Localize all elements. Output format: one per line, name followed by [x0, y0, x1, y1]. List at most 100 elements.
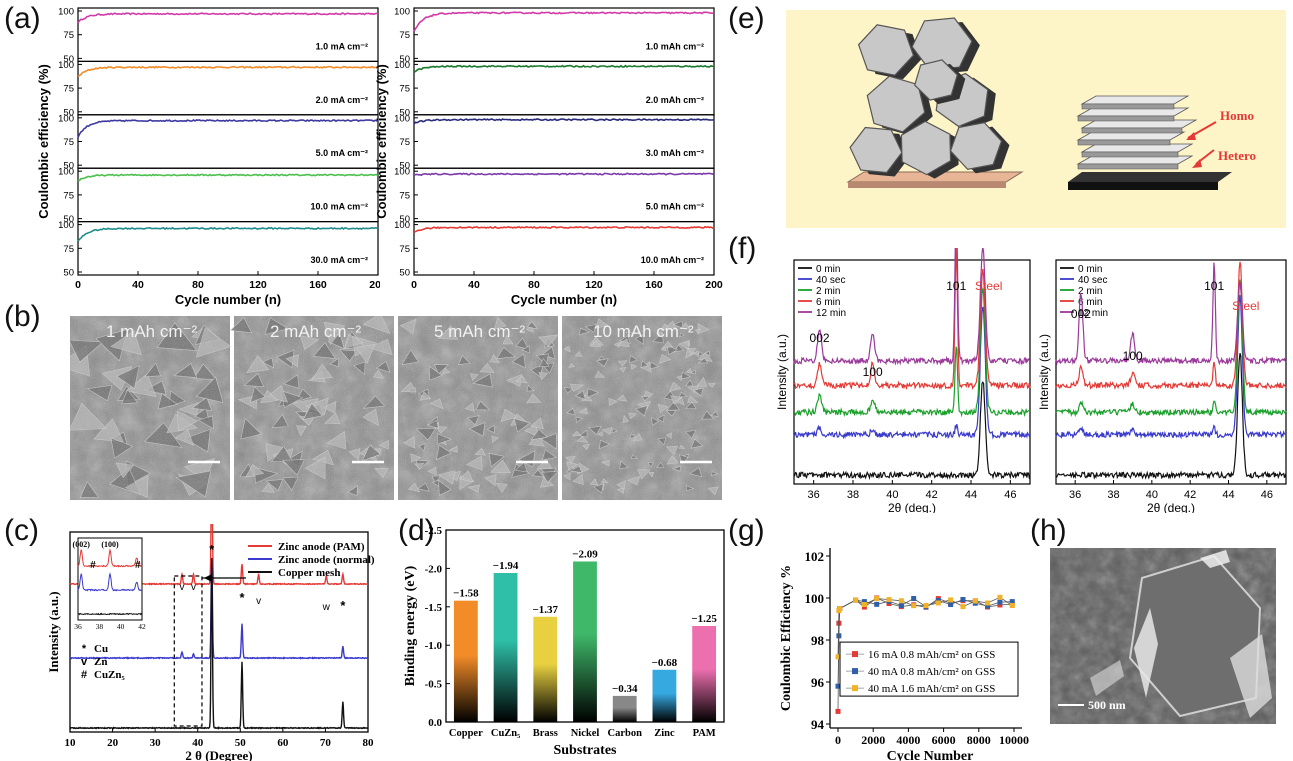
cu-marker: *: [340, 598, 346, 613]
x-axis-label: 2θ (deg.): [1147, 501, 1195, 513]
y-axis-label: Coulombic Efficiency %: [779, 565, 794, 711]
y-tick-label: 50: [399, 161, 410, 172]
ce-marker: [960, 604, 966, 610]
series-label: 3.0 mAh cm⁻²: [646, 148, 704, 158]
inset-series: [77, 612, 143, 616]
x-category-label: Copper: [449, 728, 483, 739]
panel-letter-b: (b): [4, 300, 41, 333]
sem-grain: [234, 316, 394, 500]
x-tick-label: 46: [1004, 489, 1016, 501]
y-tick-label: -1.0: [425, 640, 443, 652]
series-label: 5.0 mAh cm⁻²: [646, 202, 704, 212]
x-tick-label: 0: [411, 279, 417, 291]
bar-value-label: −1.25: [691, 613, 717, 625]
inset-label: (002): [73, 540, 91, 549]
legend-label: 40 mA 0.8 mAh/cm² on GSS: [868, 666, 995, 678]
y-tick-label: 75: [63, 84, 74, 95]
plate-side: [1081, 151, 1179, 158]
x-axis-label: Cycle Number: [887, 749, 974, 761]
zn-marker: v: [256, 596, 261, 607]
hexagonal-crystal: [900, 120, 952, 176]
cu-marker: *: [209, 542, 215, 557]
y-tick-label: 102: [805, 549, 825, 564]
x-tick-label: 120: [585, 279, 603, 291]
x-tick-label: 40: [886, 489, 898, 501]
zoom-box: [173, 575, 203, 727]
bar-value-label: −1.37: [533, 604, 559, 616]
ce-marker: [853, 597, 859, 603]
x-tick-label: 60: [277, 737, 289, 749]
y-tick-label: 100: [394, 113, 410, 124]
chart-d-binding-energy: 0.0 -0.5 -1.0 -1.5 -2.0 -2.5 −1.58 Copper −1.94 C…: [403, 525, 725, 758]
xrd-series: [793, 248, 1031, 391]
x-tick-label: 6000: [932, 733, 956, 747]
x-tick-label: 200: [369, 279, 380, 291]
x-tick-label: 30: [150, 737, 162, 749]
xrd-series: [69, 558, 369, 730]
scale-label-h: 500 nm: [1088, 698, 1126, 712]
bar: [453, 600, 478, 722]
bar-value-label: −1.94: [493, 560, 519, 572]
xrd-series: [1055, 279, 1287, 418]
ce-marker: [948, 602, 954, 608]
plate-side: [1077, 139, 1171, 146]
legend-marker: [852, 651, 858, 658]
y-tick-label: 100: [58, 60, 74, 71]
y-tick-label: 50: [63, 214, 74, 225]
y-tick-label: -1.5: [425, 602, 443, 614]
ce-marker: [886, 597, 892, 603]
x-tick-label: 46: [1261, 489, 1273, 501]
x-tick-label: 38: [847, 489, 859, 501]
plot-frame: [413, 60, 715, 116]
x-tick-label: 160: [309, 279, 327, 291]
ce-marker: [972, 598, 978, 604]
zn-marker: v: [191, 582, 196, 593]
series-line: [413, 118, 715, 125]
legend-label: 0 min: [816, 264, 840, 275]
xrd-series: [1055, 353, 1287, 480]
substrate-left-side: [848, 182, 1006, 188]
x-tick-label: 40: [132, 279, 144, 291]
y-tick-label: 75: [63, 190, 74, 201]
plot-frame: [413, 167, 715, 223]
plot-frame: [793, 259, 1031, 485]
ce-marker: [835, 683, 841, 689]
y-tick-label: 75: [399, 30, 410, 41]
y-tick-label: 100: [58, 7, 74, 18]
x-tick-label: 40: [468, 279, 480, 291]
y-tick-label: 0.0: [428, 717, 442, 729]
y-tick-label: 100: [58, 113, 74, 124]
inset-label: (100): [101, 540, 119, 549]
x-tick-label: 20: [107, 737, 119, 749]
y-tick-label: 50: [63, 161, 74, 172]
series-label: 2.0 mAh cm⁻²: [646, 95, 704, 105]
ce-marker: [837, 606, 843, 611]
plot-frame: [413, 7, 715, 63]
series-line: [77, 12, 379, 24]
bar: [533, 616, 558, 722]
legend-label: 2 min: [1078, 286, 1102, 297]
legend-marker: [852, 668, 858, 675]
ce-marker: [874, 596, 880, 602]
y-tick-label: 100: [58, 220, 74, 231]
ce-marker: [997, 602, 1003, 608]
chart-a-right: 50 75 100 1.0 mAh cm⁻² 50 75 100 2.0 mAh cm⁻² 50…: [374, 7, 723, 308]
y-tick-label: 75: [63, 244, 74, 255]
x-tick-label: 40: [1146, 489, 1158, 501]
peak-label: 100: [1123, 349, 1143, 363]
x-tick-label: 10000: [999, 733, 1029, 747]
y-tick-label: 75: [399, 137, 410, 148]
y-tick-label: -0.5: [425, 679, 443, 691]
ce-marker: [861, 604, 867, 610]
y-tick-label: 75: [63, 137, 74, 148]
hexagonal-crystal: [911, 17, 973, 71]
x-tick-label: 50: [235, 737, 247, 749]
bar-value-label: −0.34: [612, 683, 638, 695]
x-tick-label: 80: [192, 279, 204, 291]
legend-marker-label: Cu: [94, 643, 108, 655]
panel-letter-g: (g): [728, 514, 765, 547]
stacked-plates: [1076, 95, 1198, 170]
ce-marker: [898, 598, 904, 604]
series-label: 5.0 mA cm⁻²: [316, 148, 368, 158]
y-tick-label: -2.0: [425, 563, 443, 575]
